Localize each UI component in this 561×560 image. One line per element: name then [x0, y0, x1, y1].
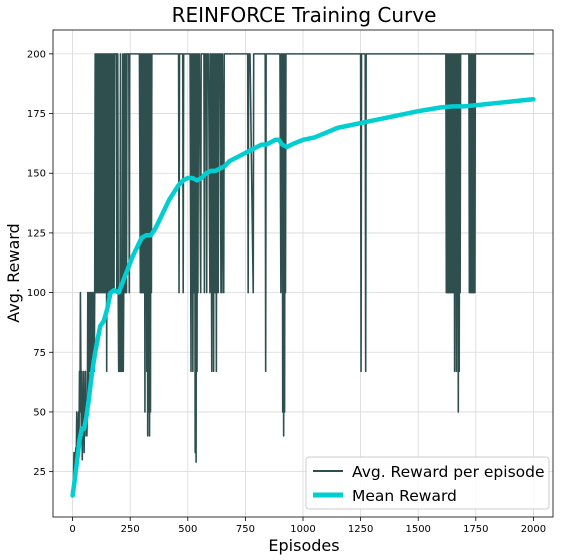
x-tick-label: 750 [236, 524, 255, 535]
x-tick-label: 1500 [405, 524, 430, 535]
y-tick-label: 150 [27, 169, 46, 180]
y-tick-label: 25 [33, 467, 46, 478]
legend-box [305, 456, 550, 510]
series-layer [70, 53, 536, 498]
y-tick-label: 175 [27, 109, 46, 120]
y-tick-label: 125 [27, 228, 46, 239]
x-tick-label: 1250 [348, 524, 373, 535]
legend-label-mean-reward: Mean Reward [352, 487, 457, 505]
x-tick-label: 0 [69, 524, 75, 535]
x-tick-label: 250 [121, 524, 140, 535]
series-line-per-episode [71, 53, 535, 497]
plot-area: 0 250 500 750 1000 1250 1500 1750 2000 25 50 75 100 1… [27, 29, 554, 535]
x-tick-label: 1750 [463, 524, 488, 535]
x-tick-label: 1000 [290, 524, 315, 535]
legend: Avg. Reward per episode Mean Reward [305, 456, 550, 510]
chart-title: REINFORCE Training Curve [172, 3, 437, 27]
y-tick-label: 200 [27, 49, 46, 60]
legend-label-per-episode: Avg. Reward per episode [352, 463, 545, 481]
series-line-mean-reward [70, 96, 536, 498]
y-tick-label: 100 [27, 288, 46, 299]
x-tick-label: 500 [178, 524, 197, 535]
y-tick-label: 75 [33, 348, 46, 359]
y-tick-label: 50 [33, 407, 46, 418]
x-tick-label: 2000 [521, 524, 546, 535]
x-axis-label: Episodes [268, 536, 339, 555]
axis-ticks: 0 250 500 750 1000 1250 1500 1750 2000 25 50 75 100 1… [27, 49, 546, 535]
y-axis-label: Avg. Reward [4, 223, 23, 322]
